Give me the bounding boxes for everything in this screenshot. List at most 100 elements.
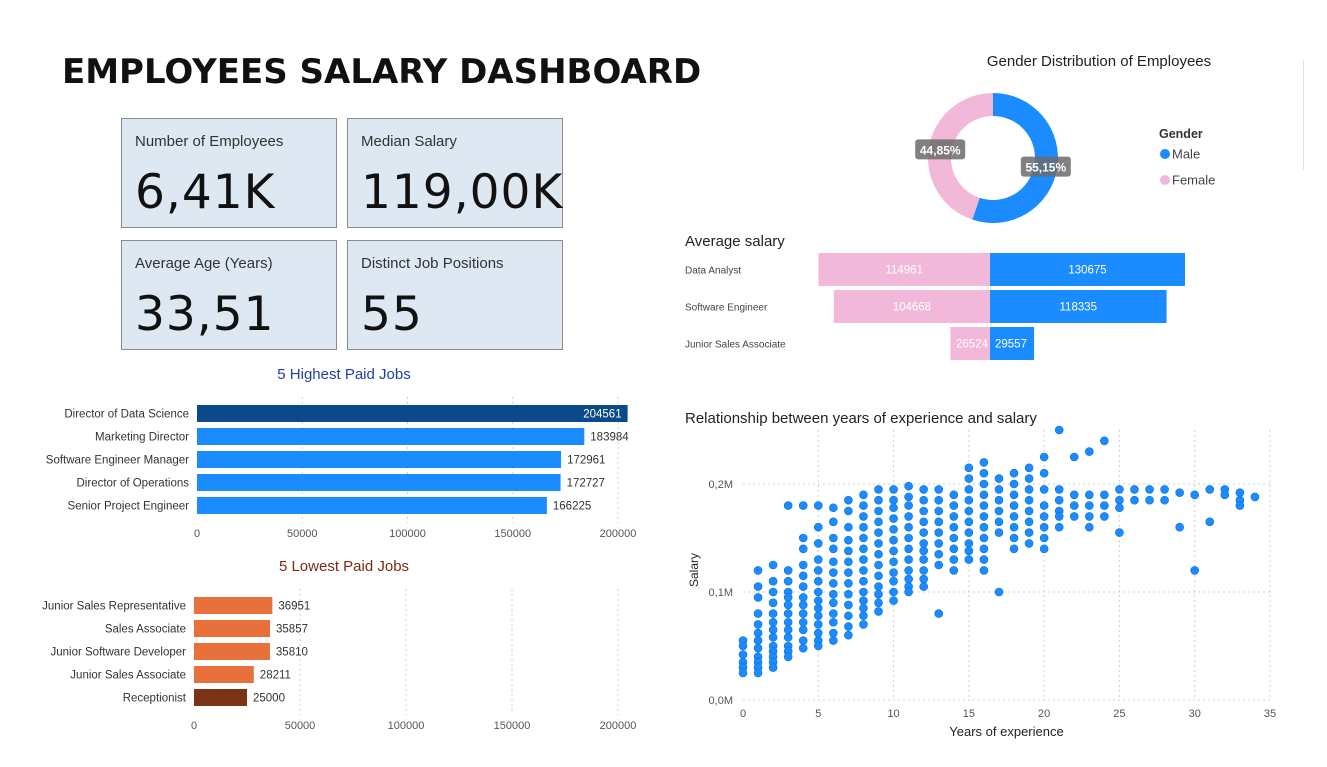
scatter-point — [829, 598, 838, 608]
scatter-point — [768, 625, 778, 635]
category-label: Junior Sales Representative — [42, 601, 186, 613]
scatter-point — [964, 506, 974, 516]
scatter-point — [874, 582, 883, 591]
scatter-point — [1115, 503, 1124, 513]
scatter-point — [1085, 522, 1094, 532]
scatter-point — [829, 628, 838, 638]
scatter-point — [829, 557, 838, 567]
x-tick-label: 30 — [1189, 708, 1201, 720]
scatter-point — [934, 528, 944, 537]
scatter-point — [859, 620, 868, 629]
scatter-point — [1100, 436, 1109, 446]
data-label: 166225 — [553, 501, 591, 513]
kpi-label: Average Age (Years) — [135, 255, 273, 272]
legend-label: Female — [1172, 173, 1215, 188]
scatter-point — [1160, 495, 1169, 505]
scatter-point — [1009, 522, 1019, 532]
category-label: Senior Project Engineer — [68, 501, 190, 513]
scatter-point — [919, 539, 928, 548]
scatter-point — [1024, 474, 1034, 483]
scatter-point — [979, 555, 989, 564]
scatter-point — [979, 501, 989, 510]
scatter-point — [979, 566, 989, 575]
x-tick-label: 50000 — [287, 528, 318, 540]
donut-slice — [972, 93, 1058, 223]
scatter-point — [844, 600, 853, 610]
scatter-point — [844, 506, 853, 516]
scatter-point — [798, 643, 808, 653]
scatter-point — [829, 533, 838, 543]
scatter-point — [874, 495, 883, 505]
scatter-point — [964, 528, 974, 537]
scatter-point — [753, 628, 763, 638]
x-tick-label: 200000 — [600, 720, 637, 732]
slice-label-bg — [1020, 156, 1071, 177]
category-label: Software Engineer Manager — [46, 455, 189, 467]
scatter-point — [889, 576, 898, 586]
scatter-point — [829, 589, 838, 599]
scatter-point — [1085, 447, 1094, 456]
scatter-point — [889, 546, 898, 556]
data-label: 172727 — [567, 478, 605, 490]
scatter-point — [934, 549, 944, 559]
scatter-point — [859, 576, 868, 586]
scatter-point — [1039, 544, 1049, 554]
scatter-point — [949, 566, 959, 575]
scatter-point — [829, 544, 838, 554]
bar — [194, 597, 273, 614]
scatter-point — [934, 495, 944, 505]
scatter-point — [934, 560, 944, 570]
scatter-point — [783, 593, 793, 602]
scatter-point — [1009, 533, 1019, 543]
scatter-point — [1024, 495, 1034, 505]
scatter-point — [813, 587, 823, 597]
data-label: 172961 — [567, 455, 605, 467]
scatter-point — [798, 609, 808, 618]
data-label: 183984 — [590, 432, 629, 444]
scatter-point — [844, 579, 853, 588]
scatter-point — [768, 587, 778, 597]
scatter-point — [889, 535, 898, 545]
scatter-point — [1024, 485, 1034, 494]
kpi-value: 6,41K — [135, 165, 276, 220]
data-label: 114961 — [885, 265, 923, 277]
bar-female — [818, 253, 990, 286]
bar — [197, 428, 585, 445]
scatter-point — [874, 560, 883, 570]
scatter-point — [919, 555, 928, 564]
scatter-point — [934, 517, 944, 527]
scatter-point — [1160, 485, 1169, 494]
scatter-point — [844, 568, 853, 577]
slice-label: 55,15% — [1025, 161, 1066, 175]
kpi-value: 119,00K — [361, 165, 564, 220]
scatter-point — [889, 503, 898, 513]
scatter-point — [1024, 506, 1034, 516]
scatter-point — [919, 566, 928, 575]
scatter-point — [904, 522, 913, 532]
scatter-point — [844, 557, 853, 567]
scatter-point — [844, 611, 853, 621]
category-label: Director of Data Science — [64, 409, 189, 421]
scatter-point — [813, 603, 823, 613]
scatter-point — [889, 525, 898, 534]
scatter-point — [829, 609, 838, 618]
bar — [197, 405, 628, 422]
kpi-label: Number of Employees — [135, 133, 284, 150]
scatter-point — [753, 593, 763, 602]
scatter-point — [813, 576, 823, 586]
scatter-point — [859, 566, 868, 575]
scatter-point — [829, 517, 838, 527]
kpi-card-job-positions: Distinct Job Positions 55 — [347, 240, 563, 350]
scatter-point — [798, 560, 808, 570]
scatter-point — [949, 522, 959, 532]
data-label: 35857 — [276, 624, 308, 636]
scatter-point — [1085, 501, 1094, 510]
scatter-point — [1039, 522, 1049, 532]
scatter-point — [1145, 495, 1154, 505]
scatter-point — [798, 617, 808, 627]
x-axis-label: Years of experience — [949, 724, 1063, 739]
x-tick-label: 100000 — [388, 720, 425, 732]
x-tick-label: 100000 — [389, 528, 426, 540]
bar — [194, 666, 254, 683]
scatter-point — [949, 512, 959, 521]
